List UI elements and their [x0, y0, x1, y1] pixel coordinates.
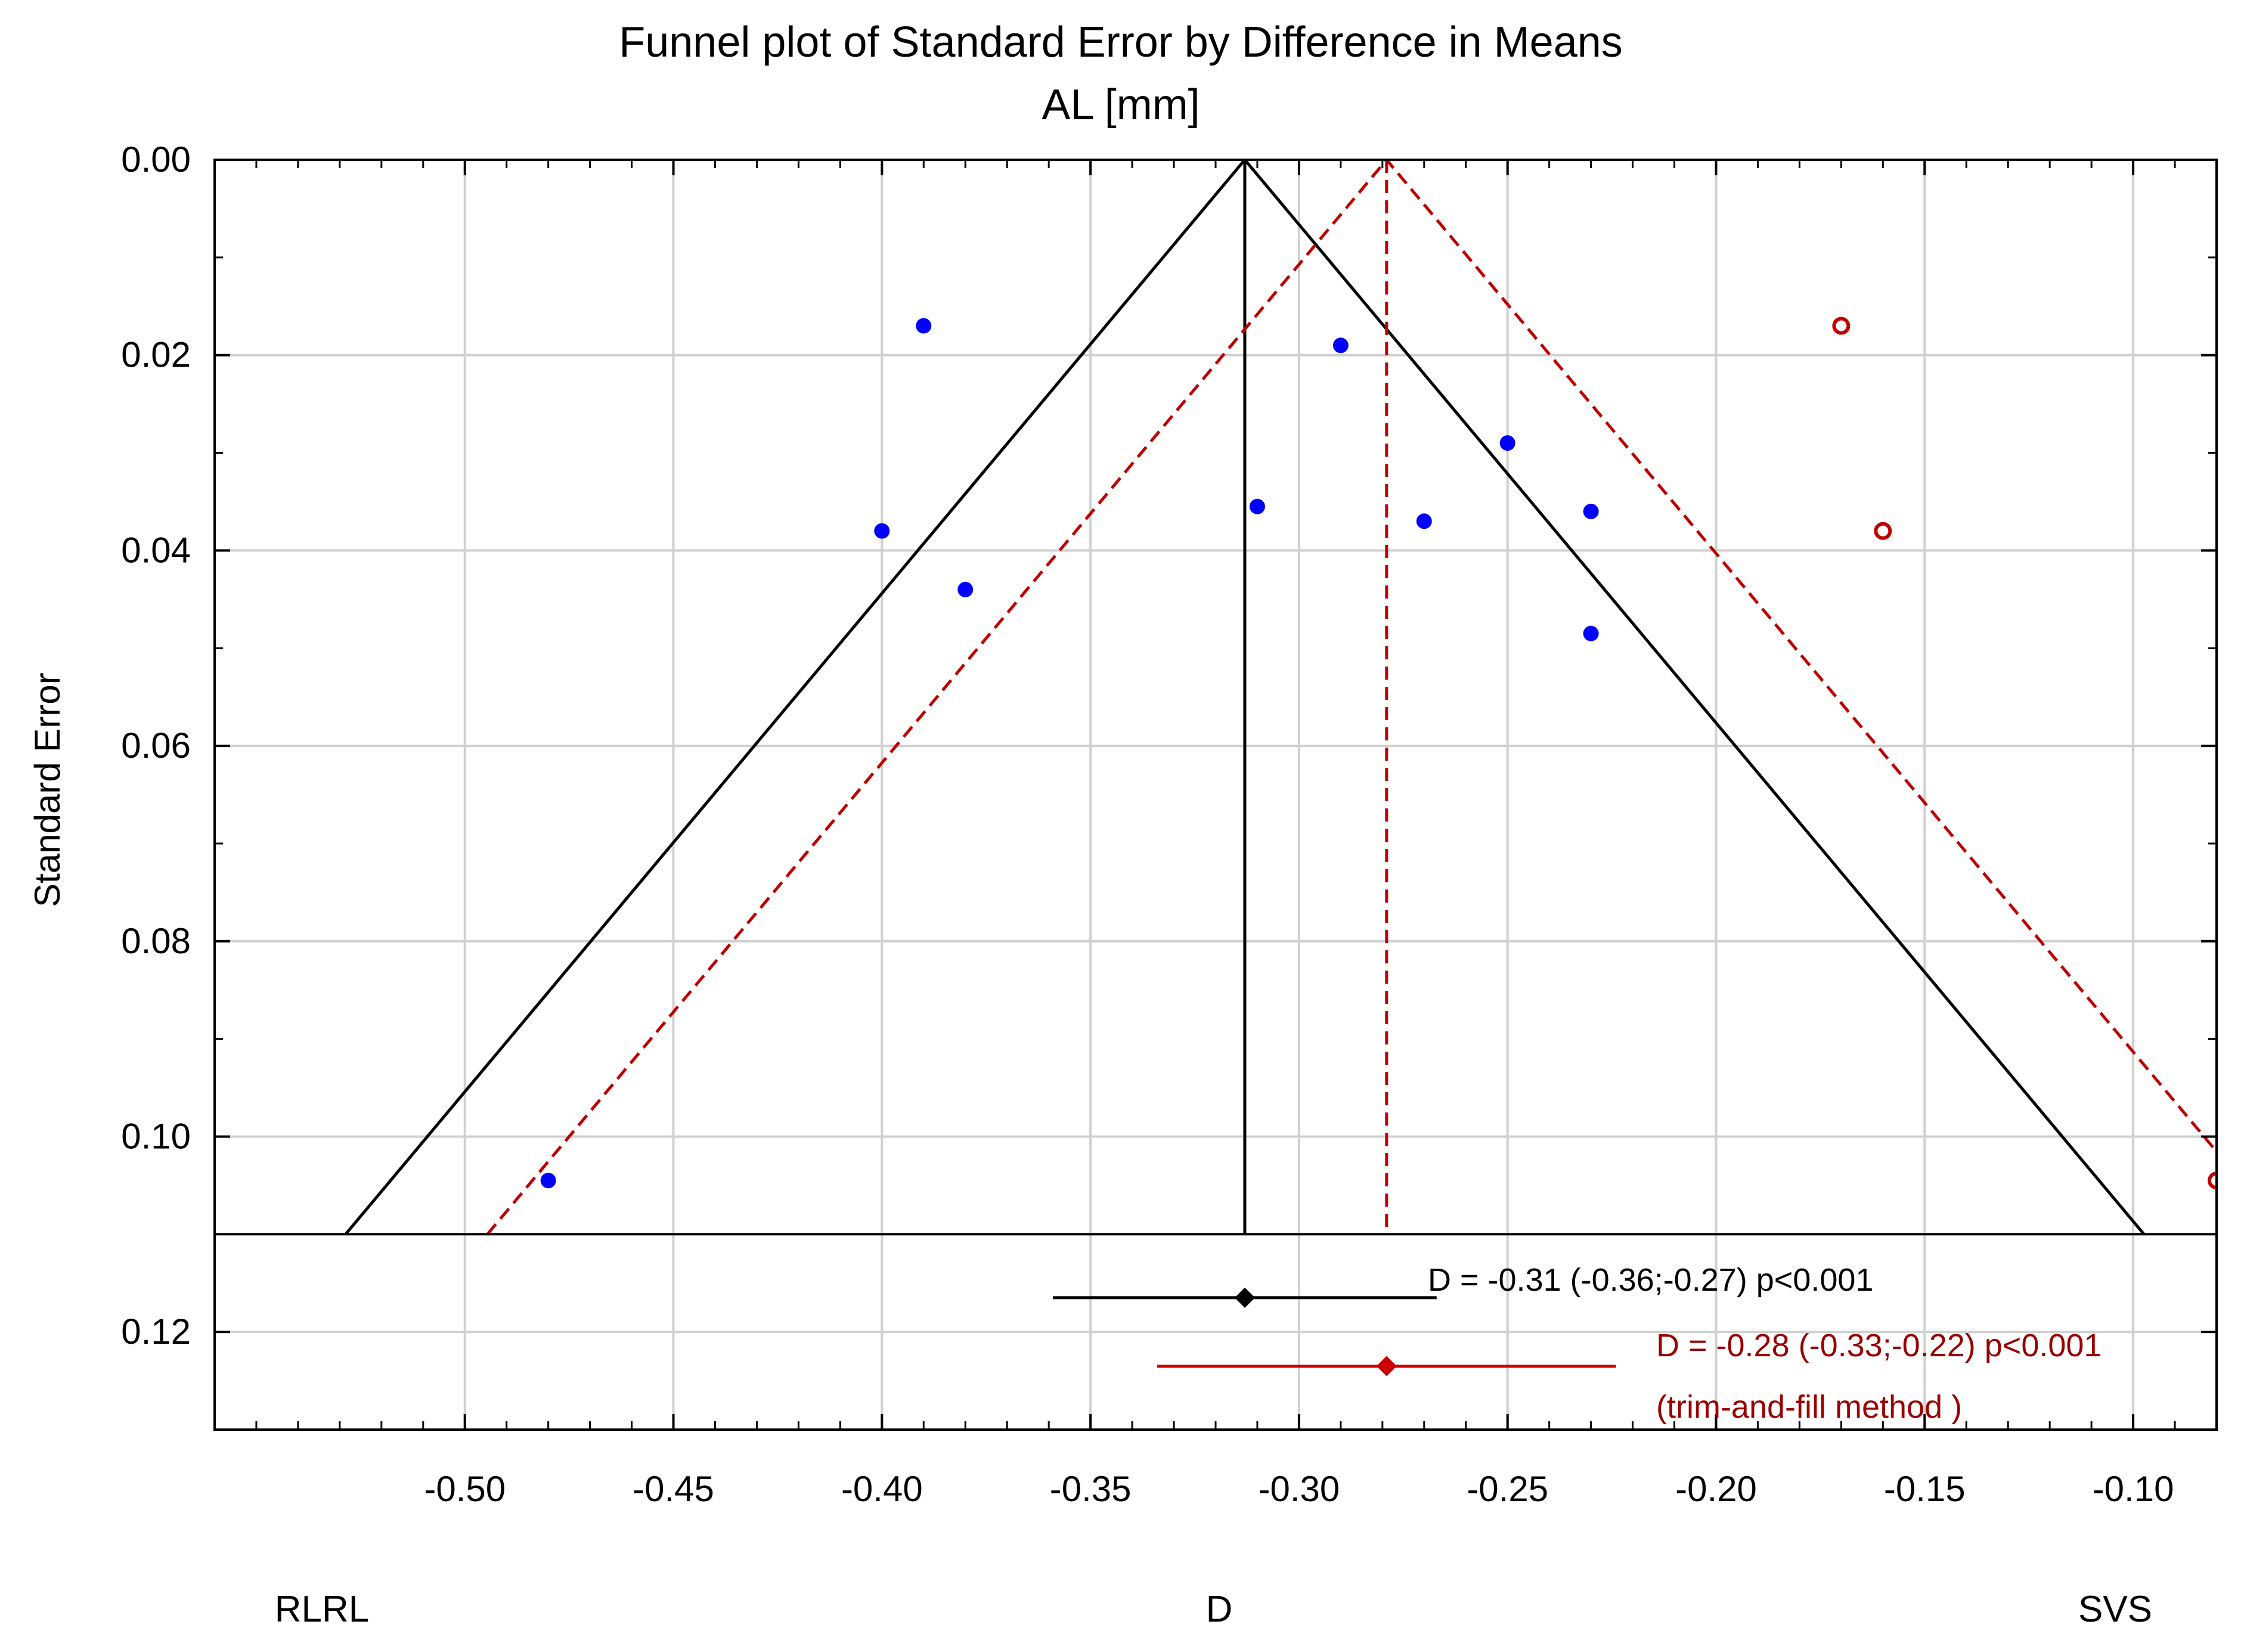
- summary-label-observed: D = -0.31 (-0.36;-0.27) p<0.001: [1428, 1262, 1873, 1298]
- axes: -0.50 -0.45 -0.40 -0.35 -0.30 -0.25 -0.20 -0.15…: [121, 140, 2217, 1509]
- chart-subtitle: AL [mm]: [1042, 81, 1200, 129]
- y-tick-label: 0.00: [121, 140, 191, 179]
- x-tick-label: -0.40: [841, 1469, 923, 1509]
- x-tick-label: -0.10: [2093, 1469, 2174, 1509]
- imputed-study-point: [1874, 522, 1892, 540]
- funnel-observed: [344, 160, 2146, 1235]
- y-axis-label: Standard Error: [27, 672, 67, 907]
- y-tick-label: 0.08: [121, 921, 191, 961]
- funnel-trim-and-fill: [486, 160, 2217, 1235]
- study-point: [874, 523, 890, 539]
- y-tick-label: 0.10: [121, 1116, 191, 1156]
- bottom-label-left: RLRL: [275, 1589, 370, 1630]
- study-point: [957, 581, 974, 597]
- x-tick-label: -0.50: [424, 1469, 506, 1509]
- study-point: [1249, 498, 1265, 514]
- data-points: [540, 317, 2217, 1190]
- study-point: [1332, 337, 1349, 354]
- y-tick-label: 0.12: [121, 1312, 191, 1352]
- summary-diamond: [1234, 1287, 1255, 1308]
- study-point: [1583, 625, 1599, 641]
- bottom-label-right: SVS: [2078, 1589, 2152, 1630]
- bottom-label-center: D: [1206, 1589, 1233, 1630]
- summary-estimates: [1053, 1287, 1616, 1377]
- x-tick-label: -0.20: [1675, 1469, 1757, 1509]
- x-tick-label: -0.45: [633, 1469, 714, 1509]
- x-tick-label: -0.25: [1467, 1469, 1548, 1509]
- summary-label-trimfill: D = -0.28 (-0.33;-0.22) p<0.001: [1656, 1328, 2102, 1363]
- grid-lines: [215, 159, 2217, 1430]
- summary-diamond: [1376, 1356, 1397, 1377]
- plot-frame: [213, 159, 2218, 1431]
- funnel-lines: [344, 160, 2217, 1235]
- y-tick-label: 0.06: [121, 726, 191, 765]
- y-tick-label: 0.04: [121, 530, 191, 570]
- study-point: [916, 318, 932, 334]
- summary-label-trimfill-note: (trim-and-fill method ): [1656, 1389, 1962, 1425]
- imputed-study-point: [1832, 317, 1851, 335]
- study-point: [1583, 503, 1599, 519]
- imputed-study-point: [2208, 1171, 2217, 1190]
- y-tick-label: 0.02: [121, 335, 191, 375]
- x-tick-label: -0.15: [1884, 1469, 1966, 1509]
- study-point: [540, 1173, 556, 1189]
- x-tick-label: -0.30: [1259, 1469, 1340, 1509]
- study-point: [1499, 435, 1515, 451]
- x-tick-label: -0.35: [1050, 1469, 1132, 1509]
- study-point: [1416, 513, 1432, 529]
- chart-title: Funnel plot of Standard Error by Differe…: [619, 18, 1623, 66]
